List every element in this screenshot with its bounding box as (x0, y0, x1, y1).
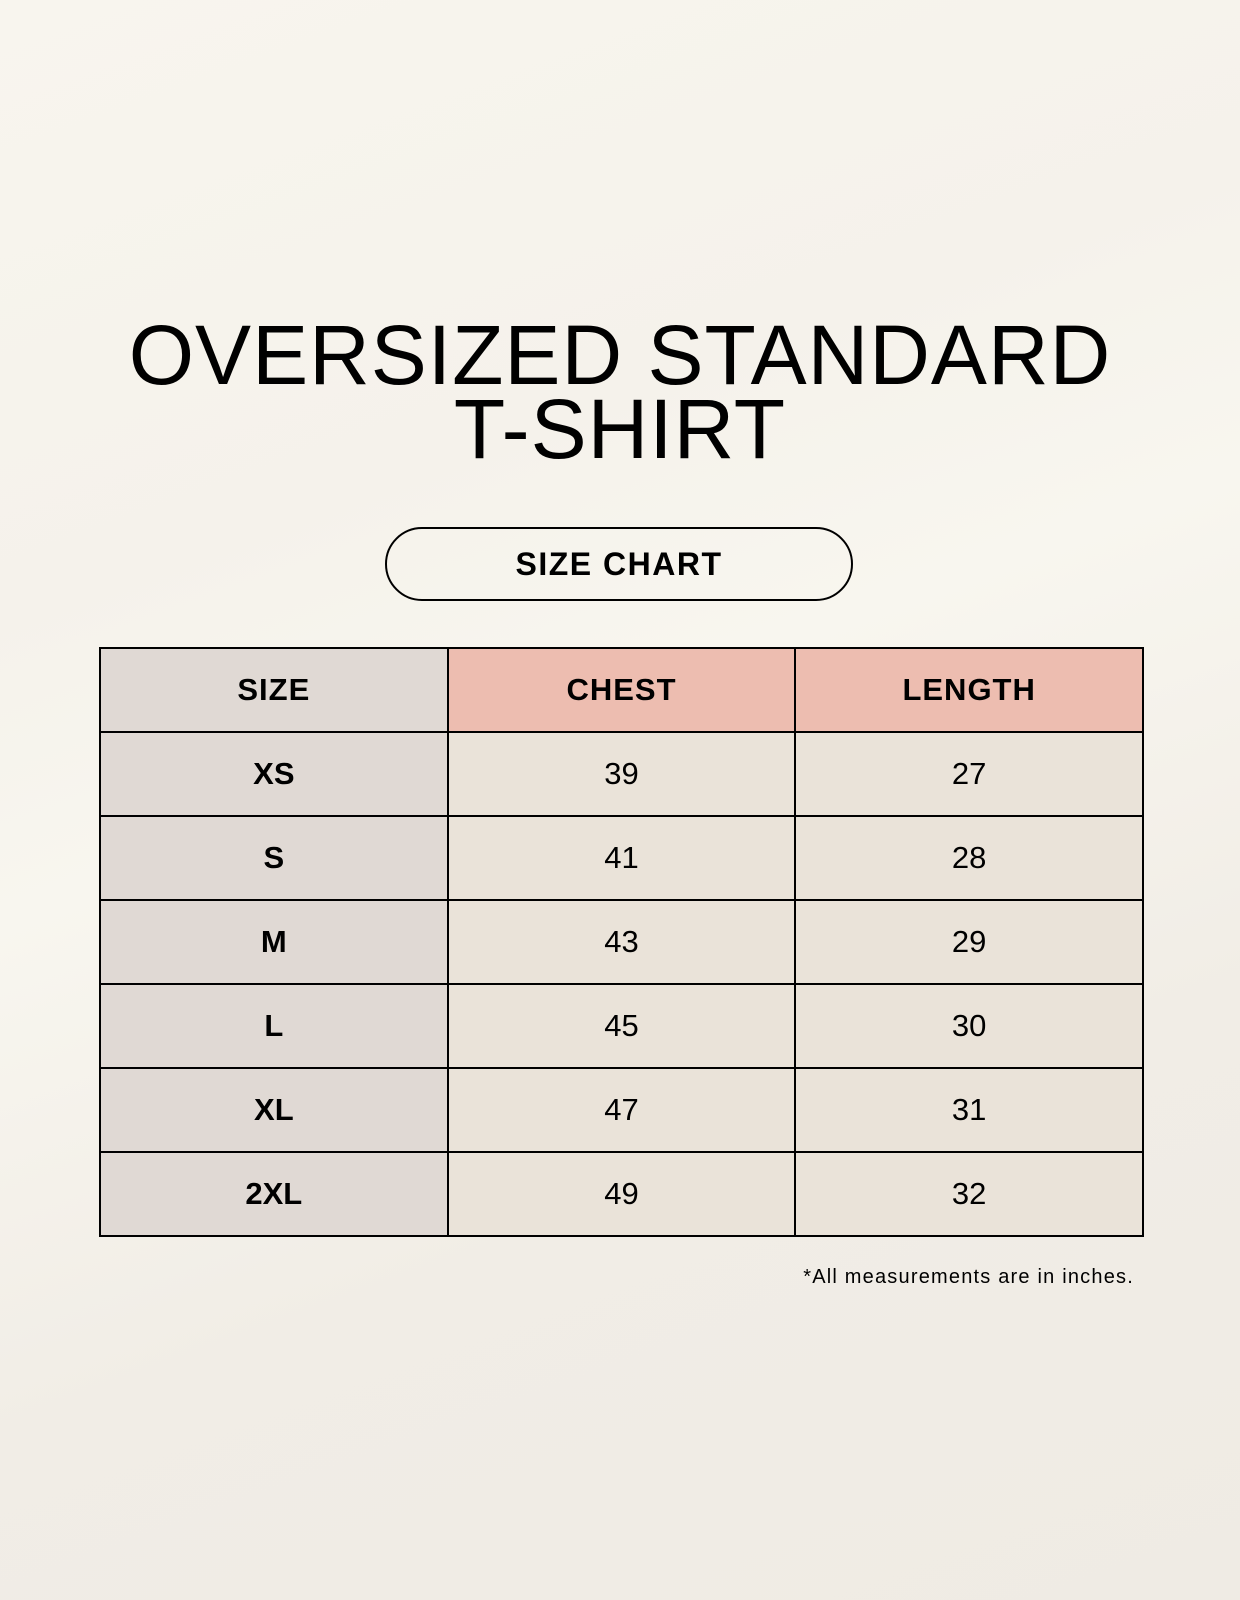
cell-size: S (99, 815, 449, 901)
cell-size: L (99, 983, 449, 1069)
cell-size: XS (99, 731, 449, 817)
table-row: L 45 30 (99, 983, 1144, 1069)
page-title: OVERSIZED STANDARD T-SHIRT (0, 308, 1240, 476)
cell-length: 27 (794, 731, 1144, 817)
size-chart-badge: SIZE CHART (385, 527, 853, 601)
header-length: LENGTH (794, 647, 1144, 733)
table-row: M 43 29 (99, 899, 1144, 985)
cell-chest: 39 (446, 731, 797, 817)
footnote: *All measurements are in inches. (803, 1266, 1134, 1288)
table-header-row: SIZE CHEST LENGTH (99, 647, 1144, 733)
cell-chest: 43 (446, 899, 797, 985)
cell-length: 30 (794, 983, 1144, 1069)
table-row: 2XL 49 32 (99, 1151, 1144, 1237)
title-line-2: T-SHIRT (453, 382, 787, 476)
cell-size: 2XL (99, 1151, 449, 1237)
cell-length: 32 (794, 1151, 1144, 1237)
cell-length: 31 (794, 1067, 1144, 1153)
cell-chest: 49 (446, 1151, 797, 1237)
cell-length: 29 (794, 899, 1144, 985)
cell-chest: 45 (446, 983, 797, 1069)
table-row: XS 39 27 (99, 731, 1144, 817)
cell-size: XL (99, 1067, 449, 1153)
header-size: SIZE (99, 647, 449, 733)
size-table: SIZE CHEST LENGTH XS 39 27 S 41 28 M 43 29 L 45 30 X… (99, 647, 1144, 1237)
header-chest: CHEST (446, 647, 797, 733)
cell-chest: 47 (446, 1067, 797, 1153)
cell-size: M (99, 899, 449, 985)
table-row: S 41 28 (99, 815, 1144, 901)
table-row: XL 47 31 (99, 1067, 1144, 1153)
cell-length: 28 (794, 815, 1144, 901)
cell-chest: 41 (446, 815, 797, 901)
title-line-1: OVERSIZED STANDARD (128, 308, 1112, 402)
